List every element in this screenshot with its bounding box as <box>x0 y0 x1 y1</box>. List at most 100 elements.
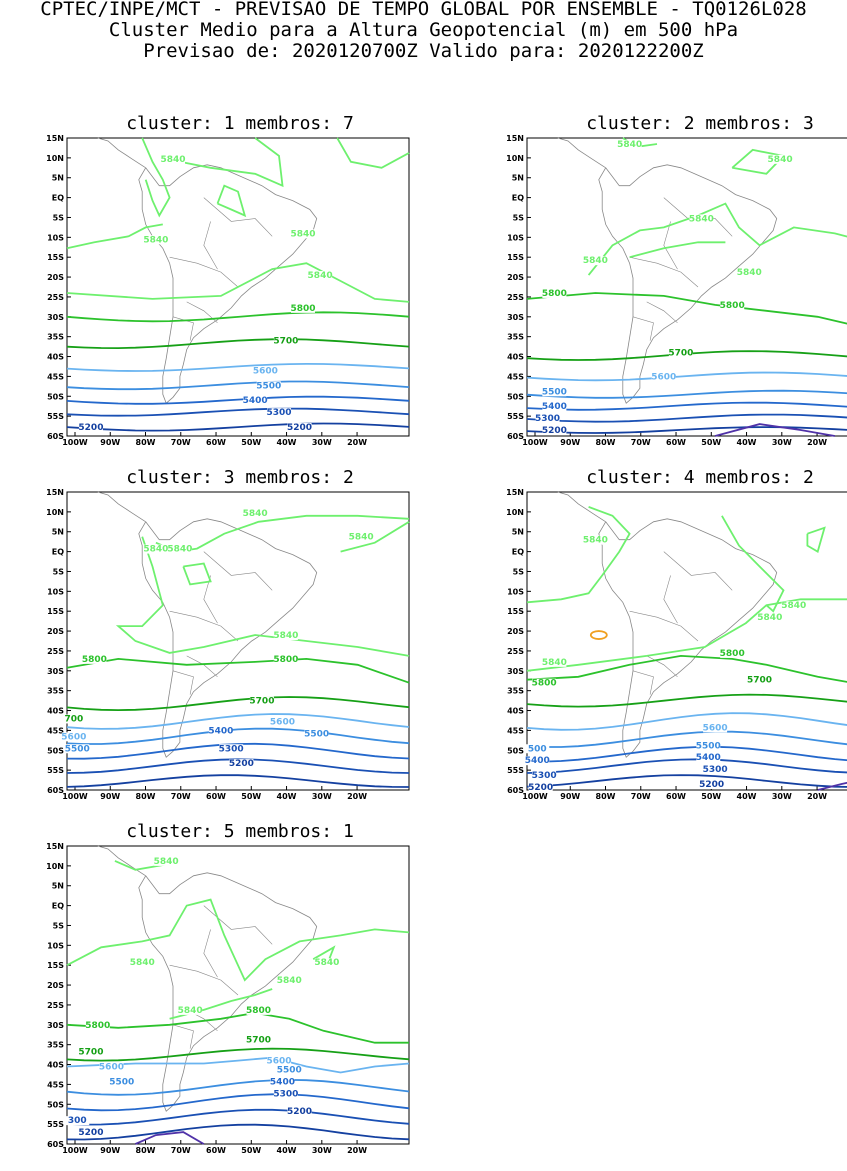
map-plot: 15N 10N 5N EQ 5S 10S 15S 20S 25S 30S 35S 40S 45S 50S 5… <box>46 842 410 1155</box>
contour-5600 <box>66 713 410 730</box>
contour-label: 5500 <box>304 729 329 739</box>
label-bg <box>277 1065 302 1075</box>
lat-tick-label: 55S <box>47 412 64 421</box>
label-bg <box>243 396 268 406</box>
country-border <box>629 610 699 642</box>
contour-label: 5400 <box>525 756 550 766</box>
panel-cluster-3: cluster: 3 membros: 2 15N 10N 5N EQ 5S 10S 15S… <box>25 467 425 801</box>
label-bg <box>270 1077 295 1087</box>
contour-label: 5840 <box>273 631 298 641</box>
lon-tick-label: 90W <box>560 438 580 447</box>
contour-label: 5800 <box>246 1006 271 1016</box>
contour-5400 <box>66 1093 410 1112</box>
label-bg <box>720 300 745 310</box>
lat-tick-label: 30S <box>507 313 524 322</box>
coastline <box>138 518 318 758</box>
contour-5840 <box>179 137 284 188</box>
contour-5700 <box>66 338 410 350</box>
contour-5700 <box>66 696 410 712</box>
label-bg <box>256 381 281 391</box>
header-line-2: Cluster Medio para a Altura Geopotencial… <box>108 19 739 41</box>
label-bg <box>737 268 762 278</box>
lon-tick-label: 80W <box>596 792 616 801</box>
lat-tick-label: 10N <box>506 508 524 517</box>
plot-frame <box>66 845 410 1145</box>
contour-5400 <box>526 401 847 411</box>
lon-tick-label: 50W <box>241 438 261 447</box>
panel-cluster-1: cluster: 1 membros: 7 15N 10N 5N EQ 5S 10S 15S… <box>25 113 425 447</box>
header-line-3: Previsao de: 2020120700Z Valido para: 20… <box>143 40 704 62</box>
lon-tick-label: 50W <box>241 792 261 801</box>
lat-tick-label: 45S <box>47 372 64 381</box>
label-bg <box>208 726 233 736</box>
contour-label: 5800 <box>720 649 745 659</box>
lat-tick-label: 10S <box>47 587 64 596</box>
lat-tick-label: 60S <box>47 1140 64 1149</box>
contour-label: 5600 <box>61 732 86 742</box>
country-border <box>203 575 218 624</box>
lat-tick-label: 25S <box>507 647 524 656</box>
contour-5840 <box>340 521 410 553</box>
contour-5200 <box>66 422 410 432</box>
contour-label: 700 <box>64 714 83 724</box>
lon-tick-label: 70W <box>631 792 651 801</box>
label-bg <box>78 1047 103 1057</box>
isolated-contour <box>589 630 608 640</box>
contour-label: 5800 <box>532 679 557 689</box>
contour-label: 5840 <box>290 229 315 239</box>
coastline <box>598 518 778 758</box>
coastline-central-america <box>557 491 606 523</box>
lat-tick-label: 50S <box>47 392 64 401</box>
contour-5500 <box>66 380 410 391</box>
contour-5840 <box>526 506 631 604</box>
lat-tick-label: 20S <box>47 273 64 282</box>
lon-tick-label: 100W <box>522 792 548 801</box>
lat-tick-label: 50S <box>507 746 524 755</box>
lat-tick-label: 60S <box>47 786 64 795</box>
contour-5840 <box>721 515 785 613</box>
lat-tick-label: 35S <box>47 333 64 342</box>
label-bg <box>287 423 312 433</box>
label-bg <box>99 1062 124 1072</box>
contour-5300 <box>526 413 847 423</box>
label-bg <box>699 780 724 790</box>
contour-label: 5200 <box>229 759 254 769</box>
country-border <box>203 197 273 237</box>
lon-tick-label: 30W <box>312 1146 332 1155</box>
label-bg <box>703 723 728 733</box>
lat-tick-label: 5S <box>53 213 65 222</box>
contour-label: 5400 <box>208 726 233 736</box>
coastline <box>598 164 778 404</box>
country-border <box>203 551 273 591</box>
lat-tick-label: 50S <box>47 746 64 755</box>
lon-tick-label: 40W <box>277 1146 297 1155</box>
lat-tick-label: 15N <box>506 488 524 497</box>
label-bg <box>178 1005 203 1015</box>
lat-tick-label: 10S <box>47 233 64 242</box>
lat-tick-label: 35S <box>507 333 524 342</box>
label-bg <box>130 958 155 968</box>
lat-tick-label: 15N <box>46 842 64 851</box>
contour-label: 500 <box>528 744 547 754</box>
panel-cluster-2: cluster: 2 membros: 3 15N 10N 5N EQ 5S 10S 15S… <box>485 113 847 447</box>
lon-tick-label: 20W <box>807 792 827 801</box>
contour-label: 5800 <box>273 655 298 665</box>
lon-tick-label: 100W <box>62 438 88 447</box>
map-plot: 15N 10N 5N EQ 5S 10S 15S 20S 25S 30S 35S 40S 45S 50S 5… <box>506 134 847 447</box>
contour-label: 5600 <box>651 372 676 382</box>
lon-tick-label: 90W <box>100 1146 120 1155</box>
lat-tick-label: 10S <box>507 587 524 596</box>
label-bg <box>696 741 721 751</box>
label-bg <box>267 1056 292 1066</box>
lat-tick-label: 20S <box>47 627 64 636</box>
country-border <box>186 655 218 678</box>
contour-label: 5840 <box>243 509 268 519</box>
contour-label: 5500 <box>256 381 281 391</box>
label-bg <box>273 1089 298 1099</box>
contour-5840 <box>806 526 826 553</box>
contour-5840 <box>141 137 171 218</box>
contour-5700 <box>526 350 847 361</box>
label-bg <box>542 657 567 667</box>
lon-tick-label: 90W <box>560 792 580 801</box>
lat-tick-label: EQ <box>52 194 64 203</box>
